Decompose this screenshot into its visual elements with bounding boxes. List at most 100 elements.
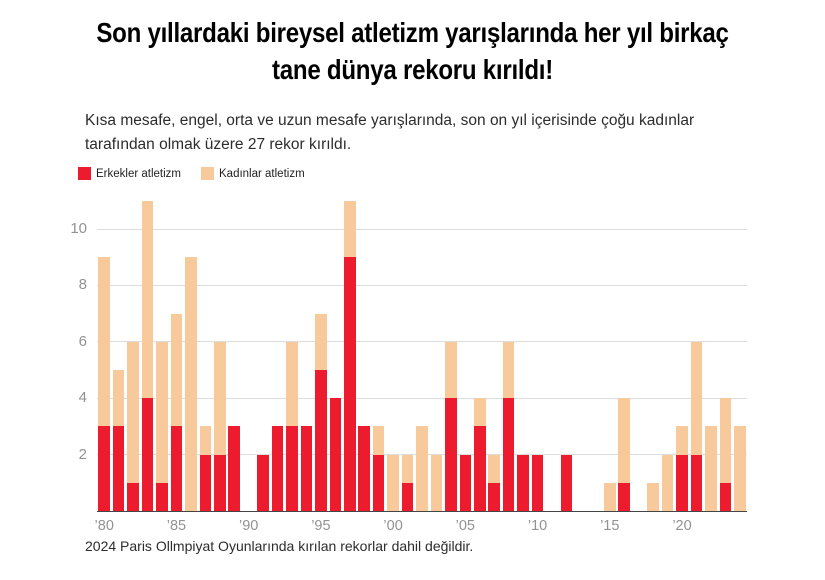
title-line-2: tane dünya rekoru kırıldı!: [271, 54, 553, 85]
bar-1984-men-segment: [156, 482, 168, 511]
subtitle-line-1: Kısa mesafe, engel, orta ve uzun mesafe …: [85, 112, 695, 129]
legend-item-women: Kadınlar atletizm: [201, 167, 305, 180]
bar-1987: [199, 426, 212, 511]
bar-1998: [358, 426, 371, 511]
bar-2010: [531, 454, 544, 511]
bar-1986: [185, 257, 197, 511]
bar-1995: [315, 313, 327, 511]
x-tick-label: ’20: [672, 518, 692, 534]
bar-1991: [257, 454, 269, 511]
bar-1996-men-segment: [329, 398, 342, 511]
subtitle-line-2: tarafından olmak üzere 27 rekor kırıldı.: [85, 136, 352, 153]
bar-1980-men-segment: [98, 426, 111, 511]
x-tick-label: ’00: [383, 518, 403, 534]
bar-2005-men-segment: [459, 454, 472, 511]
bar-2018-women-segment: [647, 482, 659, 511]
bar-1996: [329, 398, 342, 511]
bar-2000: [387, 454, 399, 511]
bar-2023-men-segment: [719, 482, 732, 511]
y-tick-label: 6: [78, 332, 87, 350]
bar-1985-women-segment: [170, 313, 183, 427]
bar-1982: [127, 341, 139, 511]
bar-2003-women-segment: [430, 454, 443, 511]
bar-1988: [213, 341, 226, 511]
bar-2015-women-segment: [603, 482, 616, 511]
y-tick-label: 10: [70, 220, 87, 237]
bar-1992-men-segment: [271, 426, 284, 511]
bar-2016-men-segment: [618, 482, 631, 511]
bar-2002: [416, 426, 428, 511]
bar-1994-men-segment: [300, 426, 313, 511]
bar-2009: [517, 454, 529, 511]
bar-1991-men-segment: [257, 454, 269, 511]
bar-1989: [228, 426, 241, 511]
bar-1982-women-segment: [127, 341, 139, 483]
bar-2010-men-segment: [531, 454, 544, 511]
y-tick-label: 4: [78, 389, 87, 407]
bar-2021-men-segment: [690, 454, 703, 511]
footnote: 2024 Paris Ollmpiyat Oyunlarında kırılan…: [85, 538, 474, 554]
bar-2007: [488, 454, 501, 511]
bar-2015: [603, 482, 616, 511]
bar-1999: [372, 426, 385, 511]
bar-1999-men-segment: [372, 454, 385, 511]
gridline: [97, 397, 747, 399]
bar-2016-women-segment: [618, 398, 631, 483]
bar-1999-women-segment: [372, 426, 385, 455]
x-tick-label: ’85: [166, 518, 187, 534]
bar-2001: [401, 454, 414, 511]
bar-1987-men-segment: [199, 454, 212, 511]
bar-1993: [286, 341, 298, 511]
chart-legend: Erkekler atletizm Kadınlar atletizm: [78, 167, 305, 180]
bar-1993-men-segment: [286, 426, 298, 511]
bar-2005: [459, 454, 472, 511]
bar-2008-women-segment: [502, 341, 515, 399]
x-tick-label: ’80: [94, 518, 114, 534]
bar-2023: [719, 398, 732, 511]
bar-2022-women-segment: [705, 426, 717, 511]
bar-1993-women-segment: [286, 341, 298, 427]
bar-1988-women-segment: [213, 341, 226, 455]
bar-1981: [112, 370, 125, 511]
bar-1985: [170, 313, 183, 511]
gridline: [97, 284, 747, 286]
bar-1997: [343, 200, 356, 511]
bar-1995-women-segment: [315, 313, 327, 370]
bar-2009-men-segment: [517, 454, 529, 511]
y-tick-label: 2: [78, 445, 87, 463]
bar-1981-men-segment: [112, 426, 125, 511]
x-tick-label: ’15: [600, 518, 620, 534]
bar-1992: [271, 426, 284, 511]
bar-2006: [473, 398, 486, 511]
legend-label-men: Erkekler atletizm: [96, 167, 181, 180]
gridline: [97, 228, 747, 230]
y-tick-label: 8: [78, 276, 87, 294]
x-tick-label: ’10: [527, 518, 548, 534]
bar-2003: [430, 454, 443, 511]
bar-2020: [676, 426, 688, 511]
bar-1987-women-segment: [199, 426, 212, 455]
bar-1997-men-segment: [343, 257, 356, 511]
bar-2001-men-segment: [401, 482, 414, 511]
title-line-1: Son yıllardaki bireysel atletizm yarışla…: [96, 17, 729, 48]
bar-1982-men-segment: [127, 482, 139, 511]
bar-1980-women-segment: [98, 257, 111, 427]
bar-1983: [141, 200, 154, 511]
bar-1995-men-segment: [315, 370, 327, 511]
bar-1985-men-segment: [170, 426, 183, 511]
bar-2023-women-segment: [719, 398, 732, 483]
bar-2018: [647, 482, 659, 511]
bar-2020-men-segment: [676, 454, 688, 511]
bar-1986-women-segment: [185, 257, 197, 511]
bar-2002-women-segment: [416, 426, 428, 511]
bar-2020-women-segment: [676, 426, 688, 455]
bar-2021: [690, 341, 703, 511]
gridline: [97, 341, 747, 343]
bar-2004-men-segment: [445, 398, 457, 511]
page-title: Son yıllardaki bireysel atletizm yarışla…: [0, 14, 825, 88]
bar-2019-women-segment: [661, 454, 674, 511]
bar-1981-women-segment: [112, 370, 125, 427]
women-series-swatch-icon: [201, 167, 214, 180]
bar-1998-men-segment: [358, 426, 371, 511]
